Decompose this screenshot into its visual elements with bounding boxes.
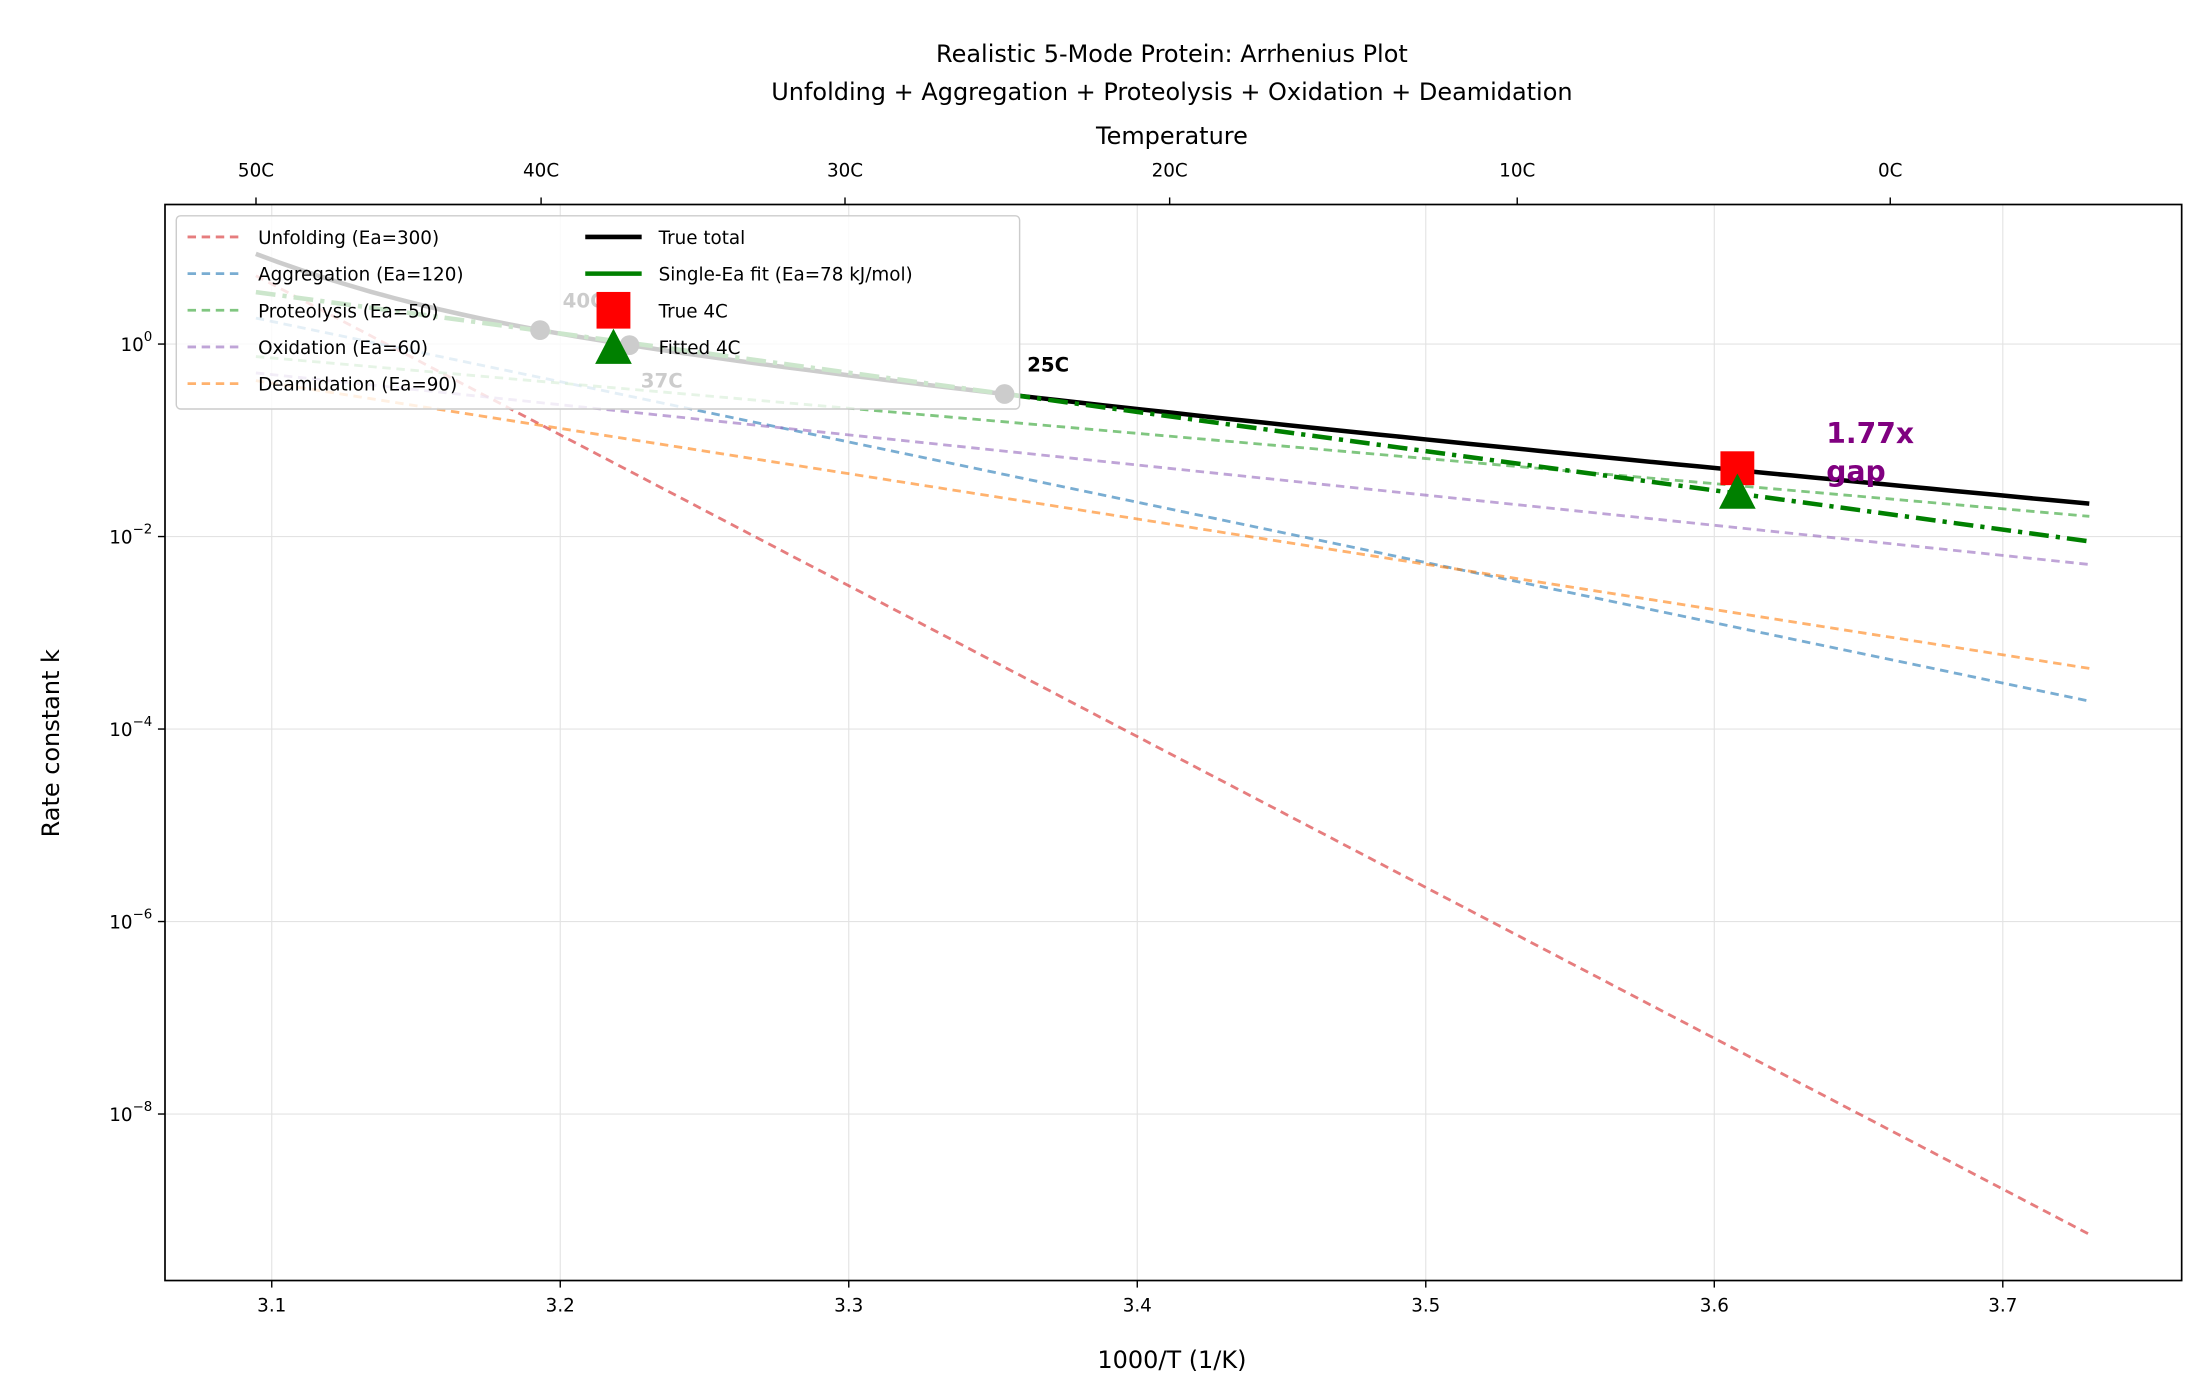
component-line-unfolding: [255, 274, 2090, 1236]
x-tick-label: 3.6: [1700, 1296, 1729, 1317]
legend: Unfolding (Ea=300) Aggregation (Ea=120) Pr…: [175, 215, 1021, 410]
y-tick-label: 10−8: [109, 1100, 152, 1126]
y-tick-label: 10−6: [109, 908, 152, 934]
y-axis-label: Rate constant k: [37, 649, 65, 837]
component-line-oxidation: [255, 371, 2090, 566]
gap-annotation-line1: 1.77x: [1826, 417, 1914, 450]
x-tick-label: 3.3: [834, 1296, 863, 1317]
legend-label: Aggregation (Ea=120): [258, 265, 463, 286]
top-tick-label: 0C: [1878, 160, 1902, 181]
legend-label: Unfolding (Ea=300): [258, 228, 439, 249]
top-tick-label: 20C: [1152, 160, 1188, 181]
gap-annotation-line2: gap: [1826, 455, 1885, 488]
x-tick-label: 3.1: [257, 1296, 286, 1317]
legend-swatch: [596, 291, 631, 329]
legend-label: Oxidation (Ea=60): [258, 338, 428, 359]
top-tick-label: 30C: [827, 160, 863, 181]
top-tick-label: 40C: [523, 160, 559, 181]
x-tick-label: 3.2: [546, 1296, 575, 1317]
legend-label: Proteolysis (Ea=50): [258, 301, 438, 322]
x-tick-label: 3.5: [1411, 1296, 1440, 1317]
x-tick-label: 3.4: [1123, 1296, 1152, 1317]
legend-label: True total: [658, 228, 746, 249]
y-tick-label: 10−4: [109, 715, 152, 741]
y-tick-label: 10−2: [109, 523, 152, 549]
legend-swatch: [595, 328, 632, 364]
top-tick-label: 50C: [238, 160, 274, 181]
legend-label: Single-Ea fit (Ea=78 kJ/mol): [659, 265, 913, 286]
legend-label: True 4C: [658, 301, 728, 322]
legend-label: Deamidation (Ea=90): [258, 375, 457, 396]
x-tick-label: 3.7: [1988, 1296, 2017, 1317]
chart-title: Realistic 5-Mode Protein: Arrhenius Plot: [936, 40, 1408, 68]
chart-subtitle: Unfolding + Aggregation + Proteolysis + …: [771, 78, 1572, 106]
fitted-4c-marker: [1719, 473, 1756, 509]
x-axis-label: 1000/T (1/K): [1097, 1346, 1246, 1374]
temperature-point-label: 25C: [1027, 353, 1069, 376]
top-axis-label: Temperature: [1095, 122, 1248, 150]
axes-frame: [164, 203, 2183, 1282]
top-tick-label: 10C: [1499, 160, 1535, 181]
component-line-proteolysis: [255, 355, 2090, 518]
y-tick-label: 100: [120, 330, 152, 356]
component-line-deamidation: [255, 379, 2090, 670]
ticks: 3.1 3.2 3.3 3.4 3.5 3.6 3.7 100 10−2 10−4 10−6 10−8…: [109, 160, 2017, 1316]
legend-label: Fitted 4C: [659, 338, 741, 359]
